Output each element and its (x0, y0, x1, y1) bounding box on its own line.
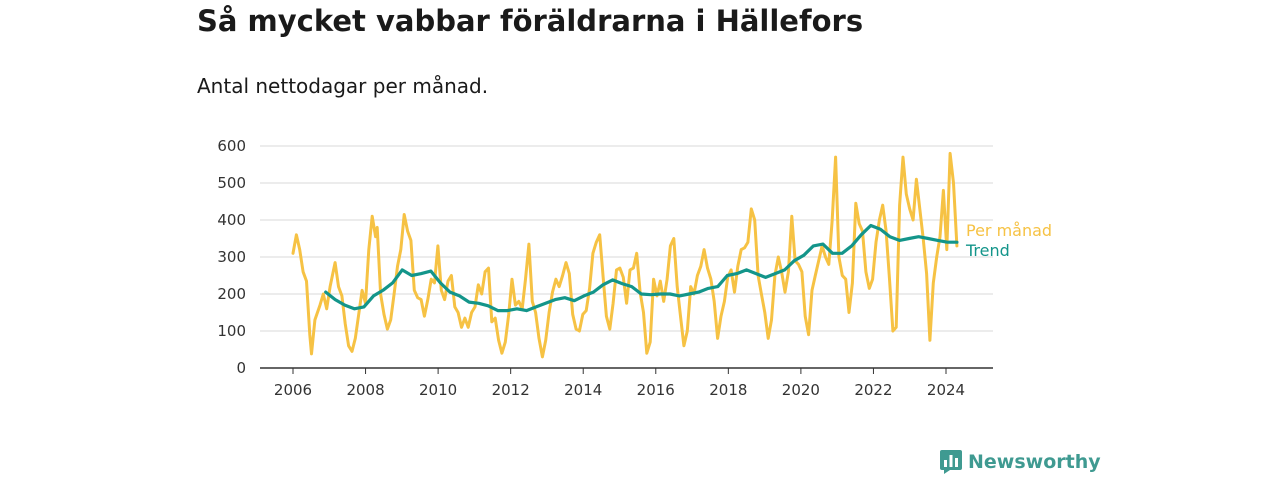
x-tick-label: 2024 (927, 381, 965, 399)
x-tick-label: 2010 (419, 381, 457, 399)
series-label: Per månad (966, 221, 1052, 240)
newsworthy-brand: Newsworthy (940, 450, 1101, 474)
x-tick-label: 2008 (346, 381, 384, 399)
x-tick-label: 2020 (782, 381, 820, 399)
y-tick-label: 300 (217, 248, 246, 266)
series-line-trend (324, 223, 959, 313)
series-line-per-manad (291, 151, 959, 359)
y-tick-label: 100 (217, 322, 246, 340)
series-label: Trend (965, 241, 1010, 260)
x-tick-label: 2012 (492, 381, 530, 399)
x-tick-label: 2022 (854, 381, 892, 399)
x-tick-label: 2014 (564, 381, 602, 399)
x-tick-label: 2016 (637, 381, 675, 399)
chart-title: Så mycket vabbar föräldrarna i Hällefors (197, 4, 864, 38)
series-lines (291, 151, 959, 359)
x-tick-label: 2006 (274, 381, 312, 399)
y-tick-label: 600 (217, 137, 246, 155)
y-axis-ticks: 0 100 200 300 400 500 600 (217, 137, 246, 377)
y-tick-label: 500 (217, 174, 246, 192)
chart-subtitle: Antal nettodagar per månad. (197, 74, 489, 98)
y-tick-label: 200 (217, 285, 246, 303)
y-tick-label: 0 (236, 359, 246, 377)
y-tick-label: 400 (217, 211, 246, 229)
newsworthy-logo-icon (940, 450, 962, 474)
brand-name: Newsworthy (968, 451, 1101, 473)
grid-lines (260, 145, 993, 332)
x-tick-label: 2018 (709, 381, 747, 399)
x-axis-ticks: 2006 2008 2010 2012 2014 2016 2018 2020 2022 2024 (274, 368, 965, 399)
